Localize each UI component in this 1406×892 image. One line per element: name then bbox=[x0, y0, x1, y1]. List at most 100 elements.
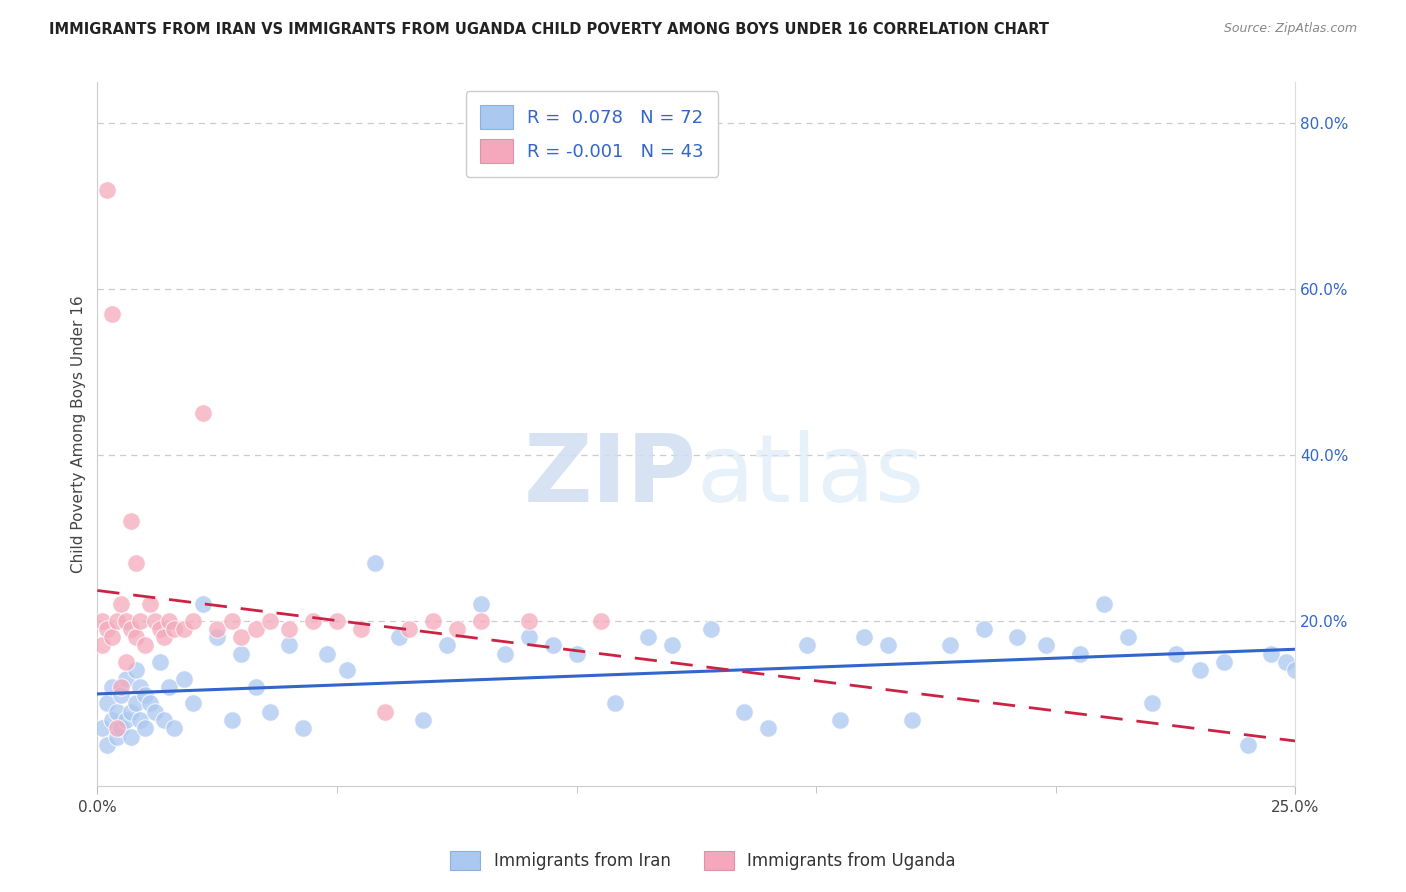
Point bbox=[1260, 647, 1282, 661]
Point bbox=[129, 680, 152, 694]
Point bbox=[120, 622, 142, 636]
Point bbox=[115, 713, 138, 727]
Point bbox=[470, 597, 492, 611]
Point bbox=[1069, 647, 1091, 661]
Point bbox=[134, 688, 156, 702]
Point bbox=[221, 713, 243, 727]
Point bbox=[388, 630, 411, 644]
Point bbox=[191, 406, 214, 420]
Text: IMMIGRANTS FROM IRAN VS IMMIGRANTS FROM UGANDA CHILD POVERTY AMONG BOYS UNDER 16: IMMIGRANTS FROM IRAN VS IMMIGRANTS FROM … bbox=[49, 22, 1049, 37]
Point bbox=[350, 622, 373, 636]
Point bbox=[1116, 630, 1139, 644]
Text: ZIP: ZIP bbox=[523, 431, 696, 523]
Point bbox=[100, 713, 122, 727]
Point bbox=[364, 556, 387, 570]
Point bbox=[125, 697, 148, 711]
Point bbox=[374, 705, 396, 719]
Y-axis label: Child Poverty Among Boys Under 16: Child Poverty Among Boys Under 16 bbox=[72, 295, 86, 573]
Point bbox=[335, 663, 357, 677]
Point bbox=[115, 655, 138, 669]
Point bbox=[110, 680, 132, 694]
Point bbox=[302, 614, 325, 628]
Point bbox=[105, 705, 128, 719]
Point bbox=[245, 680, 267, 694]
Point bbox=[398, 622, 420, 636]
Point bbox=[153, 630, 176, 644]
Legend: R =  0.078   N = 72, R = -0.001   N = 43: R = 0.078 N = 72, R = -0.001 N = 43 bbox=[465, 91, 718, 177]
Point bbox=[436, 639, 458, 653]
Point bbox=[125, 630, 148, 644]
Point bbox=[125, 556, 148, 570]
Legend: Immigrants from Iran, Immigrants from Uganda: Immigrants from Iran, Immigrants from Ug… bbox=[444, 844, 962, 877]
Point bbox=[143, 705, 166, 719]
Point bbox=[245, 622, 267, 636]
Point bbox=[115, 672, 138, 686]
Point bbox=[637, 630, 659, 644]
Point bbox=[91, 722, 114, 736]
Point bbox=[1236, 738, 1258, 752]
Point bbox=[120, 514, 142, 528]
Point bbox=[1092, 597, 1115, 611]
Point bbox=[157, 680, 180, 694]
Point bbox=[139, 697, 162, 711]
Point bbox=[1284, 663, 1306, 677]
Point bbox=[973, 622, 995, 636]
Point bbox=[939, 639, 962, 653]
Point bbox=[221, 614, 243, 628]
Point bbox=[163, 622, 186, 636]
Point bbox=[1188, 663, 1211, 677]
Point bbox=[733, 705, 755, 719]
Point bbox=[205, 622, 228, 636]
Point bbox=[134, 639, 156, 653]
Point bbox=[149, 655, 172, 669]
Point bbox=[517, 630, 540, 644]
Point bbox=[96, 738, 118, 752]
Point bbox=[100, 307, 122, 321]
Point bbox=[565, 647, 588, 661]
Point bbox=[163, 722, 186, 736]
Point bbox=[412, 713, 434, 727]
Point bbox=[100, 680, 122, 694]
Point bbox=[143, 614, 166, 628]
Point bbox=[1164, 647, 1187, 661]
Point bbox=[470, 614, 492, 628]
Point bbox=[96, 622, 118, 636]
Point bbox=[292, 722, 315, 736]
Point bbox=[125, 663, 148, 677]
Point bbox=[1035, 639, 1057, 653]
Point bbox=[259, 705, 281, 719]
Point bbox=[115, 614, 138, 628]
Point bbox=[105, 722, 128, 736]
Point bbox=[603, 697, 626, 711]
Point bbox=[796, 639, 818, 653]
Point bbox=[91, 639, 114, 653]
Point bbox=[316, 647, 339, 661]
Point bbox=[278, 622, 301, 636]
Point bbox=[259, 614, 281, 628]
Point bbox=[149, 622, 172, 636]
Point bbox=[1212, 655, 1234, 669]
Point bbox=[422, 614, 444, 628]
Text: atlas: atlas bbox=[696, 431, 925, 523]
Point bbox=[105, 614, 128, 628]
Point bbox=[901, 713, 924, 727]
Point bbox=[326, 614, 349, 628]
Point bbox=[105, 730, 128, 744]
Point bbox=[129, 614, 152, 628]
Point bbox=[181, 697, 204, 711]
Point bbox=[661, 639, 683, 653]
Point bbox=[830, 713, 852, 727]
Point bbox=[446, 622, 468, 636]
Point bbox=[110, 722, 132, 736]
Point bbox=[191, 597, 214, 611]
Point bbox=[541, 639, 564, 653]
Point bbox=[278, 639, 301, 653]
Text: Source: ZipAtlas.com: Source: ZipAtlas.com bbox=[1223, 22, 1357, 36]
Point bbox=[110, 597, 132, 611]
Point bbox=[877, 639, 900, 653]
Point bbox=[96, 697, 118, 711]
Point bbox=[853, 630, 876, 644]
Point bbox=[1275, 655, 1298, 669]
Point bbox=[139, 597, 162, 611]
Point bbox=[100, 630, 122, 644]
